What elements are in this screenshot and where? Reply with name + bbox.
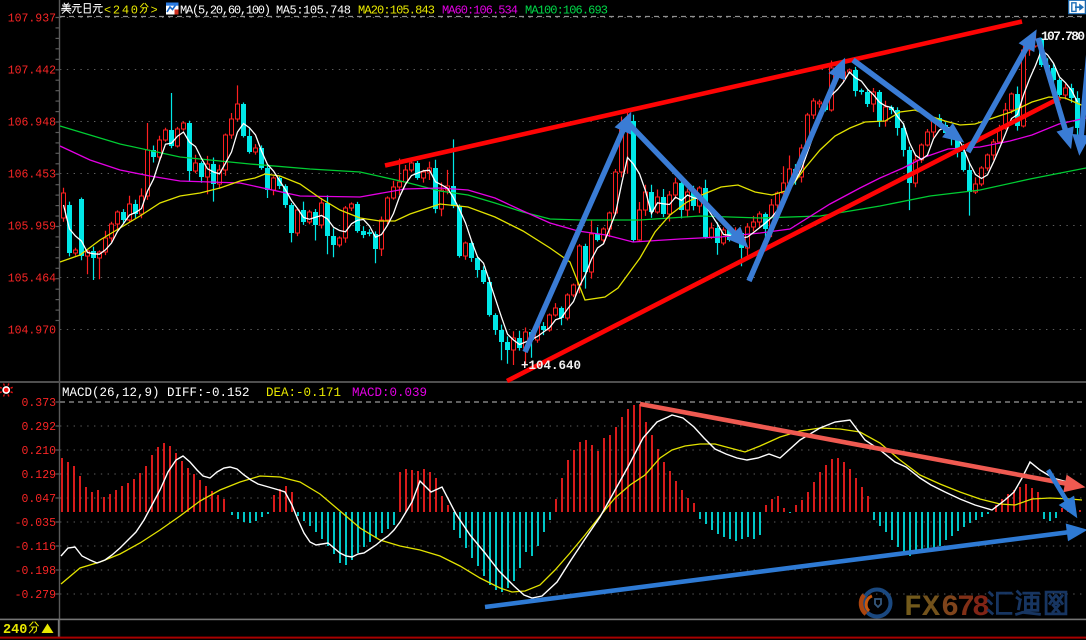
svg-text:-0.116: -0.116 [15,541,57,554]
svg-text:0.292: 0.292 [21,421,56,434]
svg-text:MACD:0.039: MACD:0.039 [352,386,427,400]
svg-text:0.210: 0.210 [21,445,56,458]
svg-text:X: X [922,591,940,625]
svg-text:107.780: 107.780 [1041,29,1085,44]
svg-text:+104.640: +104.640 [521,359,581,373]
svg-text:105.959: 105.959 [8,221,56,234]
svg-text:F: F [904,591,922,625]
svg-text:107.442: 107.442 [8,65,56,78]
svg-text:0.373: 0.373 [21,397,56,410]
svg-text:7: 7 [957,591,975,625]
svg-text:-0.279: -0.279 [15,589,57,602]
svg-text:0.047: 0.047 [21,493,56,506]
svg-text:DEA:-0.171: DEA:-0.171 [266,386,341,400]
svg-text:MA60:106.534: MA60:106.534 [442,4,518,18]
svg-text:MACD(26,12,9) DIFF:-0.152: MACD(26,12,9) DIFF:-0.152 [62,386,250,400]
svg-text:106.453: 106.453 [8,169,56,182]
svg-text:>: > [151,4,158,18]
svg-text:6: 6 [941,591,959,625]
svg-text:MA100:106.693: MA100:106.693 [525,4,608,18]
svg-text:104.970: 104.970 [8,325,56,338]
svg-text:8: 8 [972,591,990,625]
svg-text:MA(5,20,60,100): MA(5,20,60,100) [180,4,271,18]
svg-text:0.129: 0.129 [21,469,56,482]
svg-text:-0.198: -0.198 [15,565,57,578]
svg-text:MA5:105.748: MA5:105.748 [276,4,351,18]
svg-text:MA20:105.843: MA20:105.843 [358,4,435,18]
svg-text:107.937: 107.937 [8,13,56,26]
svg-text:105.464: 105.464 [8,273,56,286]
svg-text:240: 240 [3,623,27,638]
svg-text:106.948: 106.948 [8,117,56,130]
svg-text:-0.035: -0.035 [15,517,57,530]
svg-text:<240: <240 [104,4,138,18]
